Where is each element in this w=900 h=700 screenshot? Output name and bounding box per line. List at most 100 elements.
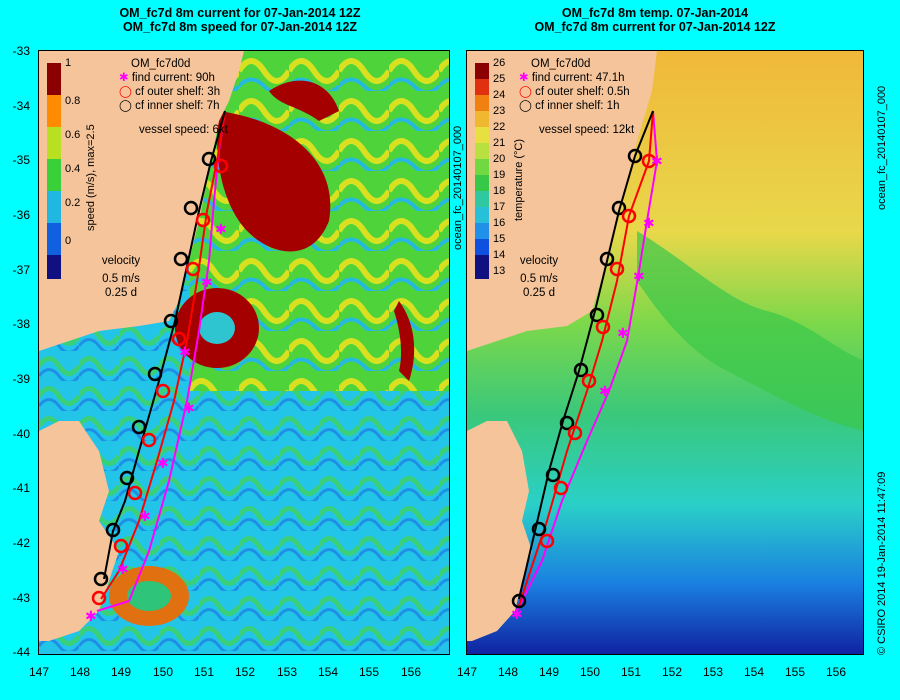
lat-tick: -33 [12,44,30,58]
colorbar-tick: 23 [493,105,506,117]
svg-text:✱: ✱ [651,154,663,170]
lat-tick: -44 [12,645,30,659]
svg-text:✱: ✱ [643,216,655,232]
land [39,51,244,351]
colorbar-tick: 26 [493,57,506,69]
legend-find-current: ✱ find current: 47.1h [519,72,625,84]
inner-shelf-markers [511,148,643,609]
outer-shelf-markers [91,158,229,606]
velocity-title: velocity [519,255,559,267]
lon-tick: 152 [661,665,683,679]
colorbar-tick: 17 [493,201,506,213]
colorbar-tick: 20 [493,153,506,165]
outer-shelf-track [518,110,654,607]
lon-tick: 149 [110,665,132,679]
find-current-track [96,110,226,612]
colorbar-tick: 0.8 [65,95,81,107]
legend-outer-shelf: ◯ cf outer shelf: 3h [119,86,221,98]
colorbar-tick: 0.4 [65,163,81,175]
lon-tick: 153 [702,665,724,679]
colorbar-tick: 1 [65,57,72,69]
colorbar-title: speed (m/s), max=2.5 [85,124,97,231]
side-label-right: ocean_fc_20140107_000 [876,85,888,210]
outer-shelf-track [100,110,226,600]
svg-text:✱: ✱ [633,269,645,285]
svg-text:✱: ✱ [183,401,195,417]
land [467,421,532,641]
outer-shelf-icon: ◯ [519,86,536,98]
svg-text:✱: ✱ [139,509,151,525]
legend-inner-shelf: ◯ cf inner shelf: 7h [119,100,220,112]
svg-text:✱: ✱ [215,222,227,238]
svg-text:✱: ✱ [85,609,97,625]
legend-outer-shelf: ◯ cf outer shelf: 0.5h [519,86,630,98]
speed-map: ✱ ✱ ✱ ✱ ✱ ✱ ✱ ✱ [39,51,449,654]
vessel-speed: vessel speed: 12kt [539,124,635,136]
right-legend: OM_fc7d0d ✱ find current: 47.1h ◯ cf out… [519,57,634,137]
inner-shelf-icon: ◯ [119,100,136,112]
colorbar-tick: 0 [65,235,72,247]
find-current-markers: ✱ ✱ ✱ ✱ ✱ ✱ ✱ ✱ [85,222,227,625]
colorbar-tick: 0.6 [65,129,81,141]
legend-find-current: ✱ find current: 90h [119,72,215,84]
velocity-key: velocity 0.5 m/s 0.25 d [509,254,569,300]
velocity-scale: 0.5 m/s [520,273,558,285]
lon-tick: 149 [538,665,560,679]
left-title-line2: OM_fc7d 8m speed for 07-Jan-2014 12Z [122,20,358,34]
speed-colorbar [47,63,61,279]
velocity-scale: 0.5 m/s [102,273,140,285]
lon-tick: 152 [234,665,256,679]
vessel-speed: vessel speed: 6kt [139,124,228,136]
colorbar-tick: 19 [493,169,506,181]
colorbar-tick: 0.2 [65,197,81,209]
colorbar-title: temperature (°C) [513,138,525,221]
lon-tick: 156 [400,665,422,679]
land [467,51,657,351]
left-legend: OM_fc7d0d ✱ find current: 90h ◯ cf outer… [119,57,228,137]
colorbar-tick: 18 [493,185,506,197]
lat-tick: -41 [12,481,30,495]
model-name: OM_fc7d0d [531,58,591,70]
speed-eddy [217,111,331,252]
lat-tick: -40 [12,427,30,441]
lat-tick: -43 [12,591,30,605]
colorbar-tick: 15 [493,233,506,245]
find-current-icon: ✱ [119,72,132,84]
svg-text:✱: ✱ [179,345,191,361]
lon-tick: 155 [358,665,380,679]
outer-shelf-markers [539,153,657,549]
colorbar-tick: 13 [493,265,506,277]
svg-text:✱: ✱ [599,384,611,400]
lat-tick: -42 [12,536,30,550]
lon-tick: 150 [152,665,174,679]
svg-text:✱: ✱ [511,607,523,623]
footer-credit: © CSIRO 2014 19-Jan-2014 11:47:09 [876,471,888,655]
lat-tick: -35 [12,153,30,167]
lon-tick: 156 [825,665,847,679]
temperature-map: ✱ ✱ ✱ ✱ ✱ ✱ [467,51,863,654]
velocity-time: 0.25 d [105,287,137,299]
find-current-markers: ✱ ✱ ✱ ✱ ✱ ✱ [511,154,663,623]
left-title-line1: OM_fc7d 8m current for 07-Jan-2014 12Z [119,6,361,20]
inner-shelf-track [518,110,654,600]
lon-tick: 148 [69,665,91,679]
lat-tick: -36 [12,208,30,222]
colorbar-tick: 25 [493,73,506,85]
lon-tick: 154 [743,665,765,679]
velocity-title: velocity [101,255,141,267]
lat-tick: -34 [12,99,30,113]
legend-inner-shelf: ◯ cf inner shelf: 1h [519,100,620,112]
right-title-line1: OM_fc7d 8m temp. 07-Jan-2014 [561,6,749,20]
inner-shelf-markers [93,151,217,587]
colorbar-tick: 22 [493,121,506,133]
svg-text:✱: ✱ [201,275,213,291]
left-panel-title: OM_fc7d 8m current for 07-Jan-2014 12Z O… [50,6,430,34]
inner-shelf-icon: ◯ [519,100,536,112]
lon-tick: 150 [579,665,601,679]
inner-shelf-track [103,110,226,580]
lon-tick: 147 [456,665,478,679]
lon-tick: 148 [497,665,519,679]
right-panel-title: OM_fc7d 8m temp. 07-Jan-2014 OM_fc7d 8m … [465,6,845,34]
right-map-panel: ✱ ✱ ✱ ✱ ✱ ✱ 26 25 24 23 22 21 20 19 18 17 16… [466,50,864,655]
side-label-left: ocean_fc_20140107_000 [452,125,464,250]
